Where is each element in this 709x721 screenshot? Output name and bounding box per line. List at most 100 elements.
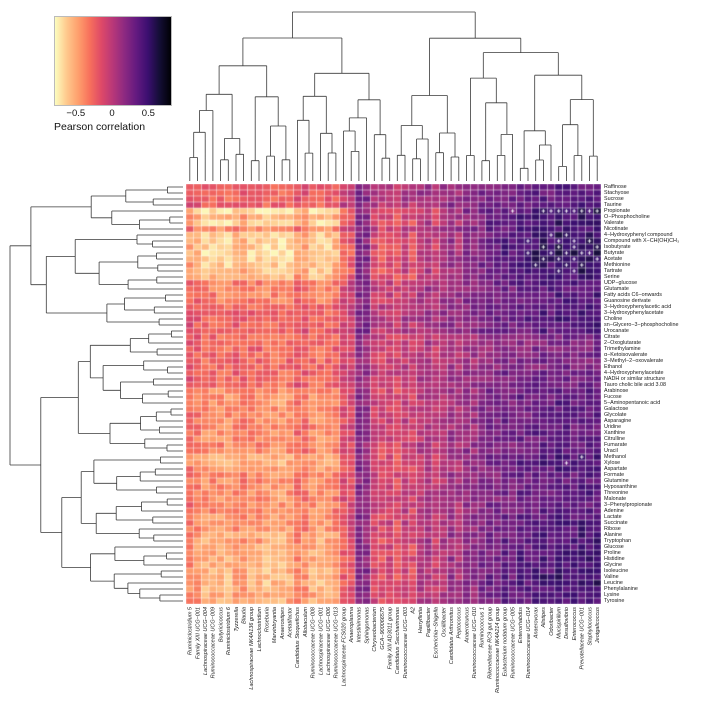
column-label: Roseburia — [265, 607, 271, 632]
row-label: Nicotinate — [604, 226, 628, 232]
row-label: Isobutyrate — [604, 244, 631, 250]
row-label: Formate — [604, 472, 625, 478]
row-label: Asparagine — [604, 418, 632, 424]
column-label: Chryseobacterium — [372, 607, 378, 652]
column-label: Mucispirillum — [557, 607, 563, 639]
column-label: Butyricicoccus — [218, 607, 224, 642]
row-label: 3−Hydroxyphenylacetate — [604, 310, 664, 316]
row-label: Fumarate — [604, 442, 628, 448]
column-label: Ruminiclostridium 6 — [226, 606, 232, 655]
column-label: Lachnospiraceae FCS020 group — [341, 607, 347, 686]
row-label: Xylose — [604, 460, 621, 466]
column-label: Ruminococcaceae UCG−005 — [510, 606, 516, 678]
column-label: Enterococcus — [572, 607, 578, 641]
row-label: 4−Hydroxyphenylacetate — [604, 370, 664, 376]
column-label: Lachnoclostridium — [257, 607, 263, 652]
row-label: Isoleucine — [604, 568, 629, 574]
row-label: Citrate — [604, 334, 620, 340]
column-label: Ruminococcaceae UCG−008 — [311, 606, 317, 678]
row-label: Threonine — [604, 490, 629, 496]
column-label: Papillibacter — [426, 606, 432, 637]
row-label: Propionate — [604, 208, 631, 214]
column-label: Lachnospiraceae UCG−006 — [326, 606, 332, 675]
legend-tick-label: −0.5 — [66, 108, 86, 119]
column-label: Ruminococcaceae UCG−014 — [526, 607, 532, 678]
row-label: Hypoxanthine — [604, 484, 637, 490]
row-label: Histidine — [604, 556, 625, 562]
row-label: Serine — [604, 274, 620, 280]
column-label: Odoribacter — [549, 606, 555, 636]
row-label: Phenylalanine — [604, 586, 638, 592]
column-label: Eubacterium nodatum group — [503, 607, 509, 676]
column-label: Acetatifactor — [288, 606, 294, 639]
column-label: Desulfovibrio — [564, 607, 570, 639]
column-label: Peptococcus — [457, 607, 463, 639]
row-label: Glycine — [604, 562, 622, 568]
column-label: Lachnospiraceae NK4A136 group — [249, 607, 255, 690]
row-label: Succinate — [604, 520, 628, 526]
row-label: 3−Phenylpropionate — [604, 502, 653, 508]
column-label: GCA−900066575 — [380, 606, 386, 650]
column-label: Lachnospiraceae UCG−004 — [203, 607, 209, 675]
row-label: Proline — [604, 550, 621, 556]
row-label: UDP−glucose — [604, 280, 638, 286]
row-label: Urocanate — [604, 328, 629, 334]
row-label: Valerate — [604, 220, 624, 226]
column-label: Enterorhabdus — [518, 607, 524, 643]
column-label: Sphingomonas — [364, 607, 370, 644]
legend-tick-label: 0.5 — [141, 108, 155, 119]
row-label: 3−Methyl−2−oxovalerate — [604, 358, 664, 364]
row-label: Arabinose — [604, 388, 629, 394]
row-label: Fucose — [604, 394, 622, 400]
column-label: Ruminiclostridium 5 — [188, 606, 194, 655]
row-label: Tartrate — [604, 268, 623, 274]
row-label: 4−Hydroxyphenyl compound — [604, 232, 673, 238]
row-label: Guanosine derivate — [604, 298, 651, 304]
row-label: Adenine — [604, 508, 624, 514]
row-label: Fatty acids C6−onwards — [604, 292, 662, 298]
column-label: Intestinimonas — [357, 607, 363, 643]
row-label: 5−Aminopentanoic acid — [604, 400, 661, 406]
column-label: Ruminococcaceae UCG−013 — [334, 606, 340, 678]
legend-gradient-bar — [54, 16, 172, 106]
row-label: Glutamine — [604, 478, 629, 484]
row-label: Choline — [604, 316, 623, 322]
row-label: α−Ketoisovalerate — [604, 352, 648, 358]
row-label: Alanine — [604, 532, 622, 538]
column-label: Prevotellaceae UCG−001 — [580, 607, 586, 670]
legend-tick-row: −0.5 0 0.5 — [54, 106, 172, 119]
row-label: sn−Glycero−3−phosphocholine — [604, 322, 679, 328]
color-legend: −0.5 0 0.5 Pearson correlation — [54, 16, 172, 133]
column-label: Ruminococcus 1 — [480, 607, 486, 648]
row-label: Valine — [604, 574, 619, 580]
column-label: Candidatus Arthromitus — [449, 607, 455, 665]
row-label: Glucose — [604, 544, 624, 550]
legend-tick-label: 0 — [109, 108, 115, 119]
row-label: Glycolate — [604, 412, 627, 418]
column-label: Ruminococcaceae UCG−003 — [403, 606, 409, 678]
column-label: Marvinbryantia — [272, 607, 278, 643]
column-label: Ruminococcaceae UCG−009 — [211, 607, 217, 678]
column-label: Candidatus Stoquefichus — [295, 607, 301, 668]
column-label: Candidatus Saccharimonas — [395, 607, 401, 675]
column-label: Ruminococcaceae NK4A214 group — [495, 607, 501, 693]
column-label: Anaerotruncus — [464, 607, 470, 644]
row-label: Methionine — [604, 262, 631, 268]
row-label: Galactose — [604, 406, 629, 412]
dendrogram-line — [189, 11, 598, 181]
row-label: NADH or similar structure — [604, 376, 666, 382]
row-label: Lysine — [604, 592, 620, 598]
row-label: Taurine — [604, 202, 622, 208]
row-label: Uridine — [604, 424, 622, 430]
column-label: Family XIII UCG−001 — [195, 607, 201, 659]
column-label: A2 — [411, 607, 417, 615]
row-label: Lactate — [604, 514, 622, 520]
column-label: Anaerostipes — [280, 607, 286, 640]
row-label: Tyrosine — [604, 598, 625, 604]
column-label: Harryflintia — [418, 607, 424, 633]
heatmap-canvas — [186, 184, 601, 604]
